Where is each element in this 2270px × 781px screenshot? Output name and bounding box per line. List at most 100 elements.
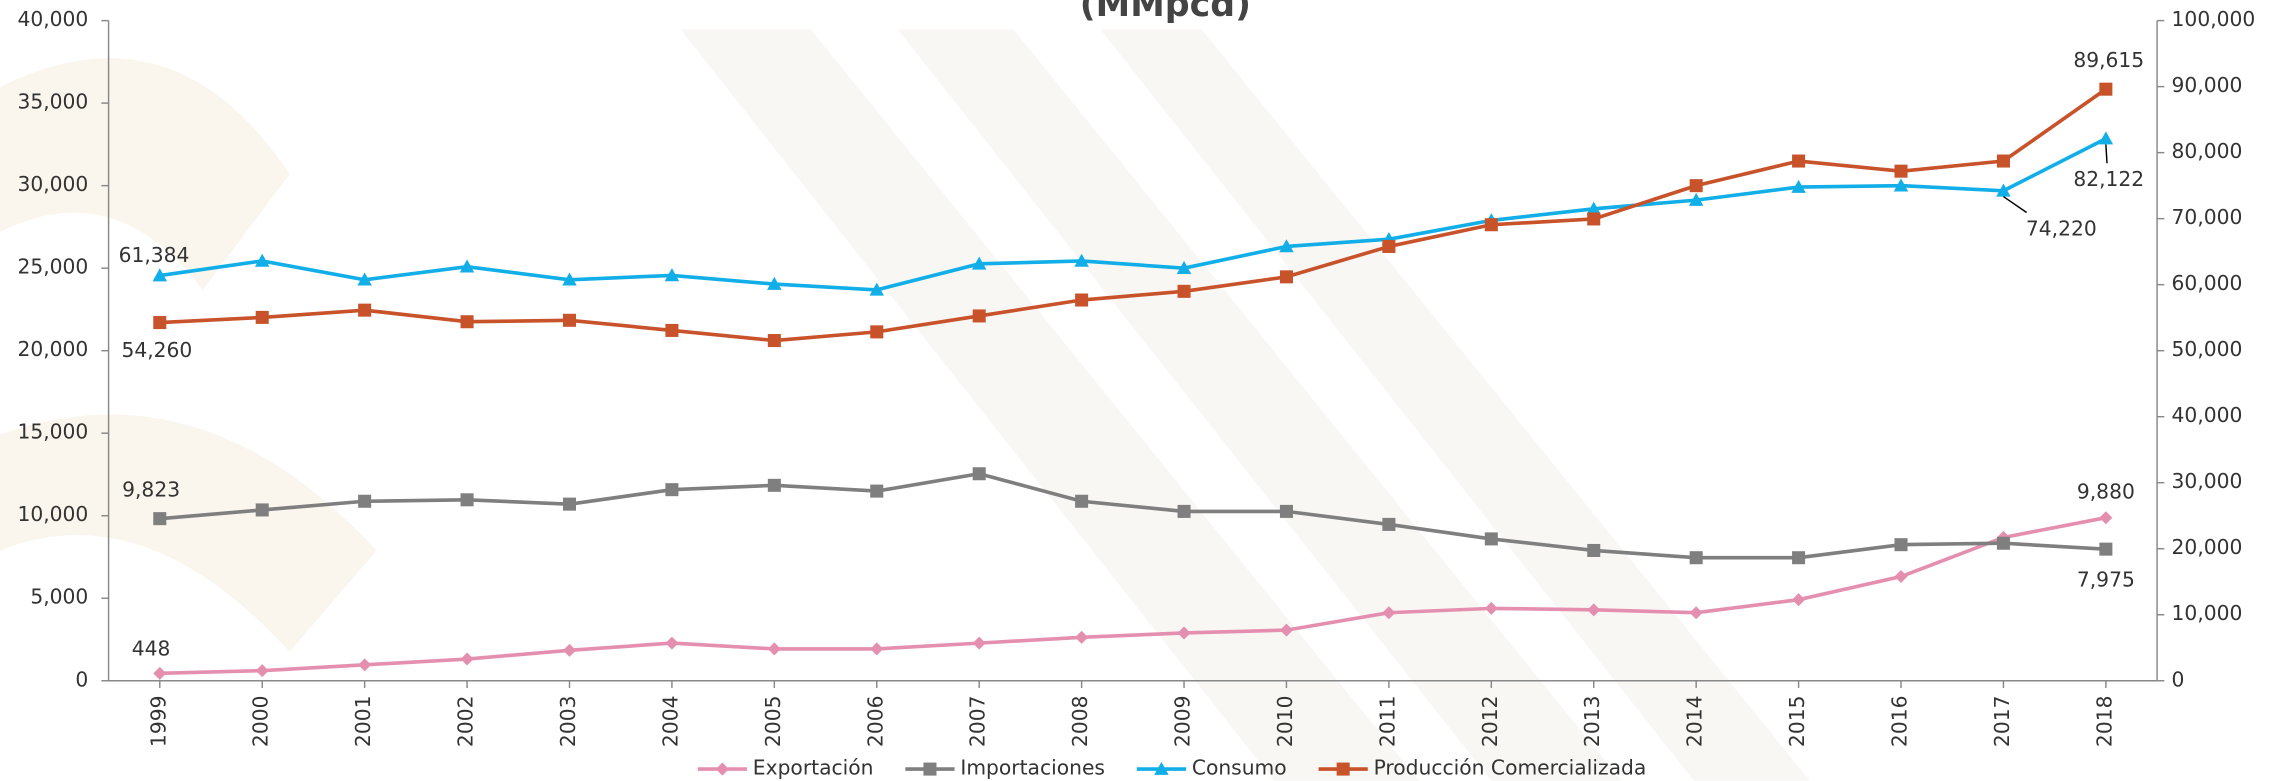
point: [1075, 293, 1089, 307]
y2-tick-label: 80,000: [2172, 139, 2243, 163]
point: [2099, 542, 2113, 556]
legend-label: Producción Comercializada: [1374, 756, 1647, 780]
point: [357, 272, 372, 286]
x-tick-label: 2008: [1068, 696, 1092, 748]
x-tick-label: 2015: [1785, 696, 1809, 748]
y2-tick-label: 60,000: [2172, 271, 2243, 295]
data-label: 448: [132, 637, 171, 661]
point: [870, 642, 884, 656]
x-tick-label: 2003: [556, 696, 580, 748]
y-tick-label: 40,000: [17, 7, 88, 31]
point: [1586, 201, 1601, 215]
x-tick-label: 2014: [1683, 696, 1707, 748]
y-tick-label: 20,000: [17, 337, 88, 361]
point: [869, 282, 885, 296]
point: [1689, 606, 1703, 620]
x-tick-label: 2018: [2092, 696, 2116, 748]
series-line: [159, 515, 2107, 676]
point: [1792, 551, 1806, 565]
point: [1075, 630, 1089, 644]
point: [664, 268, 680, 282]
chart-title: (MMpcd): [1080, 0, 1251, 25]
point: [972, 467, 986, 481]
y2-tick-label: 50,000: [2172, 337, 2243, 361]
data-label: 54,260: [121, 338, 192, 362]
y-tick-label: 35,000: [17, 90, 88, 114]
point: [1587, 543, 1601, 557]
point: [153, 316, 167, 330]
y-tick-label: 5,000: [30, 585, 88, 609]
point: [562, 272, 577, 286]
data-label: 89,615: [2073, 48, 2144, 72]
x-tick-label: 2000: [249, 696, 273, 748]
data-label: 82,122: [2073, 167, 2144, 191]
point: [153, 512, 167, 526]
point: [923, 762, 937, 776]
point: [665, 636, 679, 650]
point: [1792, 154, 1806, 168]
leader-line: [2003, 195, 2028, 214]
point: [1894, 538, 1908, 552]
point: [1074, 253, 1089, 267]
point: [255, 310, 269, 324]
series: 54,260 89,615: [121, 48, 2144, 362]
point: [2099, 82, 2113, 96]
point: [767, 642, 781, 656]
x-tick-label: 2005: [761, 696, 785, 748]
point: [358, 303, 372, 317]
point: [1177, 284, 1191, 298]
watermark-shape: [0, 414, 377, 652]
point: [358, 658, 372, 672]
point: [767, 334, 781, 348]
point: [1689, 179, 1703, 193]
point: [2099, 511, 2113, 525]
data-label: 74,220: [2026, 216, 2097, 240]
point: [1279, 270, 1293, 284]
data-label: 61,384: [119, 243, 190, 267]
point: [1176, 260, 1192, 274]
point: [665, 483, 679, 497]
x-tick-label: 2016: [1888, 696, 1912, 748]
point: [1893, 178, 1909, 192]
x-tick-label: 2010: [1273, 696, 1297, 748]
point: [665, 323, 679, 337]
point: [1792, 593, 1806, 607]
point: [972, 309, 986, 323]
point: [1484, 532, 1498, 546]
point: [1279, 239, 1294, 253]
point: [870, 325, 884, 339]
x-tick-label: 2009: [1171, 696, 1195, 748]
point: [971, 256, 987, 270]
point: [767, 478, 781, 492]
point: [1791, 179, 1806, 193]
point: [152, 268, 168, 282]
series-line: [159, 471, 2106, 560]
point: [562, 313, 577, 327]
x-tick-label: 2012: [1478, 696, 1502, 748]
point: [870, 484, 884, 498]
x-tick-label: 2006: [863, 696, 887, 748]
point: [1587, 603, 1601, 617]
point: [1382, 239, 1396, 253]
point: [460, 493, 474, 507]
watermark-shape: [0, 58, 290, 290]
point: [562, 643, 577, 657]
point: [972, 636, 986, 650]
y2-tick-label: 70,000: [2172, 205, 2243, 229]
legend: Exportación Importaciones Consumo Producció…: [697, 756, 1647, 780]
point: [358, 494, 372, 508]
legend-label: Exportación: [753, 756, 874, 780]
point: [1279, 504, 1293, 518]
x-tick-label: 2011: [1375, 696, 1399, 748]
watermark-stripe: [1100, 29, 1810, 781]
x-tick-label: 2004: [658, 696, 682, 748]
point: [1688, 192, 1704, 206]
y2-tick-label: 20,000: [2172, 535, 2243, 559]
point: [1894, 164, 1908, 178]
point: [254, 253, 270, 267]
point: [1382, 517, 1396, 531]
x-tick-label: 2002: [454, 696, 478, 748]
data-label: 7,975: [2077, 567, 2135, 591]
x-tick-label: 2001: [351, 696, 375, 748]
